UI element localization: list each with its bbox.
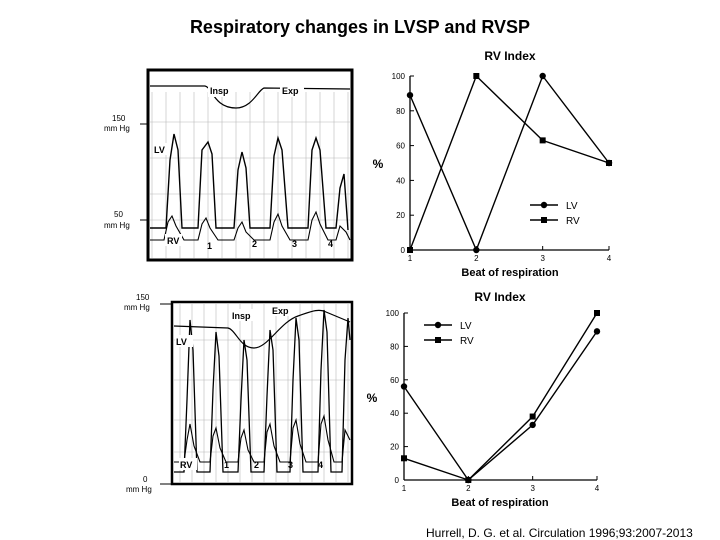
y-tick-label: 60 bbox=[396, 142, 405, 151]
insp-label: Insp bbox=[232, 311, 251, 321]
insp-label-bg bbox=[208, 84, 234, 97]
data-point-rv bbox=[407, 247, 413, 253]
exp-label-bg bbox=[280, 84, 304, 97]
legend-label: RV bbox=[566, 216, 580, 227]
pressure-low-value: 50 bbox=[114, 210, 123, 219]
beat-label: 1 bbox=[224, 460, 229, 470]
y-tick-label: 0 bbox=[401, 246, 406, 255]
x-tick-label: 2 bbox=[474, 254, 479, 263]
rv-index-chart-top: 0 20 40 60 80 100 1 2 3 4 RV Index Beat of respirat… bbox=[373, 49, 613, 279]
y-tick-label: 80 bbox=[390, 342, 399, 351]
insp-label-bg bbox=[230, 309, 258, 321]
x-tick-label: 2 bbox=[466, 484, 471, 493]
x-axis-label: Beat of respiration bbox=[451, 497, 548, 509]
slide-title: Respiratory changes in LVSP and RVSP bbox=[189, 17, 531, 37]
legend-marker bbox=[540, 201, 548, 209]
y-axis-label: % bbox=[373, 157, 384, 171]
data-point-lv bbox=[593, 328, 601, 335]
pressure-low-unit: mm Hg bbox=[104, 221, 130, 230]
y-tick-label: 20 bbox=[390, 443, 399, 452]
rv-trace-label: RV bbox=[180, 460, 192, 470]
pressure-tracing-top: Insp Exp 150 mm Hg 50 mm Hg LV RV 1 2 3 … bbox=[104, 68, 354, 262]
citation: Hurrell, D. G. et al. Circulation 1996;9… bbox=[426, 526, 693, 540]
x-tick-label: 4 bbox=[595, 484, 600, 493]
pressure-high-value: 150 bbox=[136, 293, 150, 302]
y-tick-label: 40 bbox=[390, 409, 399, 418]
lv-pressure-trace bbox=[150, 133, 349, 231]
data-point-lv bbox=[539, 72, 546, 80]
beat-label: 3 bbox=[292, 239, 297, 249]
beat-label: 2 bbox=[254, 460, 259, 470]
beat-label: 1 bbox=[207, 241, 212, 251]
series-line-rv bbox=[403, 312, 598, 481]
exp-label: Exp bbox=[272, 306, 289, 316]
data-point-rv bbox=[401, 455, 407, 462]
series-line-rv bbox=[409, 74, 610, 251]
chart-title: RV Index bbox=[484, 49, 535, 63]
lv-label-bg bbox=[175, 335, 193, 347]
series-line-lv bbox=[403, 331, 598, 482]
legend-label: LV bbox=[566, 201, 578, 212]
y-tick-label: 40 bbox=[396, 176, 405, 185]
rv-label-bg bbox=[179, 458, 197, 470]
beat-label: 3 bbox=[288, 460, 293, 470]
exp-label-bg bbox=[270, 304, 296, 316]
respiration-trace bbox=[173, 309, 351, 349]
legend-marker bbox=[435, 337, 441, 343]
tracing-frame bbox=[170, 300, 354, 486]
rv-pressure-trace bbox=[150, 210, 351, 241]
data-point-rv bbox=[539, 137, 546, 144]
rv-trace-label: RV bbox=[167, 236, 179, 246]
exp-label: Exp bbox=[282, 86, 299, 96]
lv-pressure-trace bbox=[174, 309, 351, 473]
legend-marker bbox=[434, 321, 442, 329]
lv-label-bg bbox=[153, 143, 169, 155]
x-tick-label: 3 bbox=[530, 484, 535, 493]
y-axis-label: % bbox=[367, 391, 378, 405]
pressure-low-unit: mm Hg bbox=[126, 485, 152, 494]
data-point-rv bbox=[529, 413, 536, 420]
lv-trace-label: LV bbox=[176, 337, 187, 347]
data-point-lv bbox=[406, 91, 414, 99]
beat-label: 2 bbox=[252, 239, 257, 249]
beat-label: 4 bbox=[328, 239, 333, 249]
data-point-rv bbox=[473, 73, 480, 79]
legend-label: LV bbox=[460, 321, 472, 332]
legend-label: RV bbox=[460, 336, 474, 347]
y-tick-label: 100 bbox=[386, 309, 400, 318]
x-tick-label: 3 bbox=[540, 254, 545, 263]
x-tick-label: 1 bbox=[408, 254, 413, 263]
y-tick-label: 20 bbox=[396, 211, 405, 220]
x-axis-label: Beat of respiration bbox=[461, 267, 558, 279]
chart-title: RV Index bbox=[474, 290, 525, 304]
x-tick-label: 4 bbox=[607, 254, 612, 263]
rv-pressure-trace bbox=[174, 413, 351, 463]
insp-label: Insp bbox=[210, 86, 229, 96]
data-point-lv bbox=[529, 421, 536, 429]
rv-label-bg bbox=[165, 234, 182, 246]
x-tick-label: 1 bbox=[402, 484, 407, 493]
y-tick-label: 0 bbox=[395, 476, 400, 485]
rv-index-chart-bottom: 0 20 40 60 80 100 1 2 3 4 RV Index Beat of respirat… bbox=[367, 290, 601, 509]
data-point-lv bbox=[400, 383, 408, 390]
pressure-tracing-bottom: Insp Exp 150 mm Hg 0 mm Hg LV RV 1 2 3 4 bbox=[124, 293, 354, 494]
data-point-rv bbox=[465, 477, 472, 483]
data-point-rv bbox=[606, 160, 612, 166]
series-line-lv bbox=[409, 74, 610, 252]
pressure-low-value: 0 bbox=[143, 475, 148, 484]
lv-trace-label: LV bbox=[154, 145, 165, 155]
pressure-high-value: 150 bbox=[112, 114, 126, 123]
data-point-lv bbox=[473, 246, 480, 254]
y-tick-label: 100 bbox=[392, 72, 406, 81]
legend-marker bbox=[541, 217, 547, 223]
data-point-rv bbox=[594, 310, 600, 316]
y-tick-label: 60 bbox=[390, 376, 399, 385]
beat-label: 4 bbox=[318, 460, 323, 470]
pressure-high-unit: mm Hg bbox=[104, 124, 130, 133]
y-tick-label: 80 bbox=[396, 107, 405, 116]
pressure-high-unit: mm Hg bbox=[124, 303, 150, 312]
